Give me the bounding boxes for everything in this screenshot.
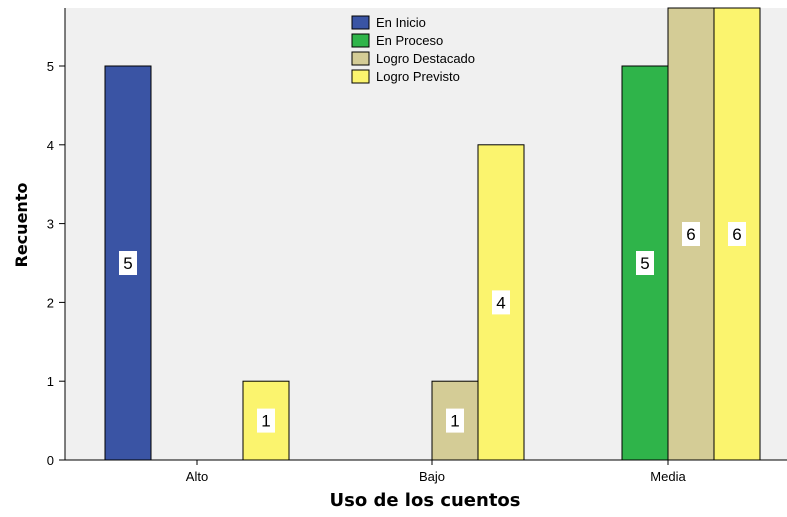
y-tick-label: 5: [47, 59, 54, 74]
data-label: 1: [257, 408, 275, 433]
data-label-box: [682, 222, 700, 246]
legend-label: En Proceso: [376, 33, 443, 48]
data-label-text: 6: [732, 225, 741, 244]
data-label-text: 1: [450, 412, 459, 431]
data-label-box: [119, 251, 137, 275]
y-tick-label: 1: [47, 374, 54, 389]
data-label: 1: [446, 408, 464, 433]
data-labels-layer: 5 5 1 6 1 4 6: [119, 222, 746, 433]
legend-item: Logro Previsto: [351, 69, 460, 84]
x-axis-title: Uso de los cuentos: [329, 490, 520, 511]
x-tick-label: Bajo: [419, 469, 445, 484]
legend-label: Logro Destacado: [376, 51, 475, 66]
data-label-text: 5: [123, 254, 132, 273]
legend-swatch: [351, 69, 370, 84]
legend-swatch: [351, 15, 370, 30]
data-label-box: [636, 251, 654, 275]
data-label-box: [257, 408, 275, 433]
legend: En Inicio En Proceso Logro Destacado Logro …: [351, 15, 475, 84]
legend-item: En Inicio: [351, 15, 426, 30]
data-label-box: [492, 290, 510, 315]
data-label: 6: [728, 222, 746, 246]
legend-label: En Inicio: [376, 15, 426, 30]
y-tick-label: 2: [47, 295, 54, 310]
x-axis: Alto Bajo Media: [186, 460, 686, 484]
y-tick-label: 4: [47, 138, 54, 153]
legend-item: Logro Destacado: [351, 51, 475, 66]
data-label-text: 5: [640, 254, 649, 273]
data-label-box: [446, 408, 464, 433]
data-label-text: 6: [686, 225, 695, 244]
data-label-text: 1: [261, 412, 270, 431]
y-axis: 0 1 2 3 4 5: [47, 59, 65, 468]
legend-label: Logro Previsto: [376, 69, 460, 84]
y-axis-title: Recuento: [12, 183, 31, 268]
y-tick-label: 0: [47, 453, 54, 468]
x-tick-label: Alto: [186, 469, 208, 484]
legend-swatch: [351, 51, 370, 66]
data-label-text: 4: [496, 293, 505, 312]
legend-swatch: [351, 33, 370, 48]
data-label: 5: [636, 251, 654, 275]
y-tick-label: 3: [47, 217, 54, 232]
data-label: 5: [119, 251, 137, 275]
data-label-box: [728, 222, 746, 246]
data-label: 6: [682, 222, 700, 246]
legend-item: En Proceso: [351, 33, 443, 48]
data-label: 4: [492, 290, 510, 315]
x-tick-label: Media: [650, 469, 686, 484]
